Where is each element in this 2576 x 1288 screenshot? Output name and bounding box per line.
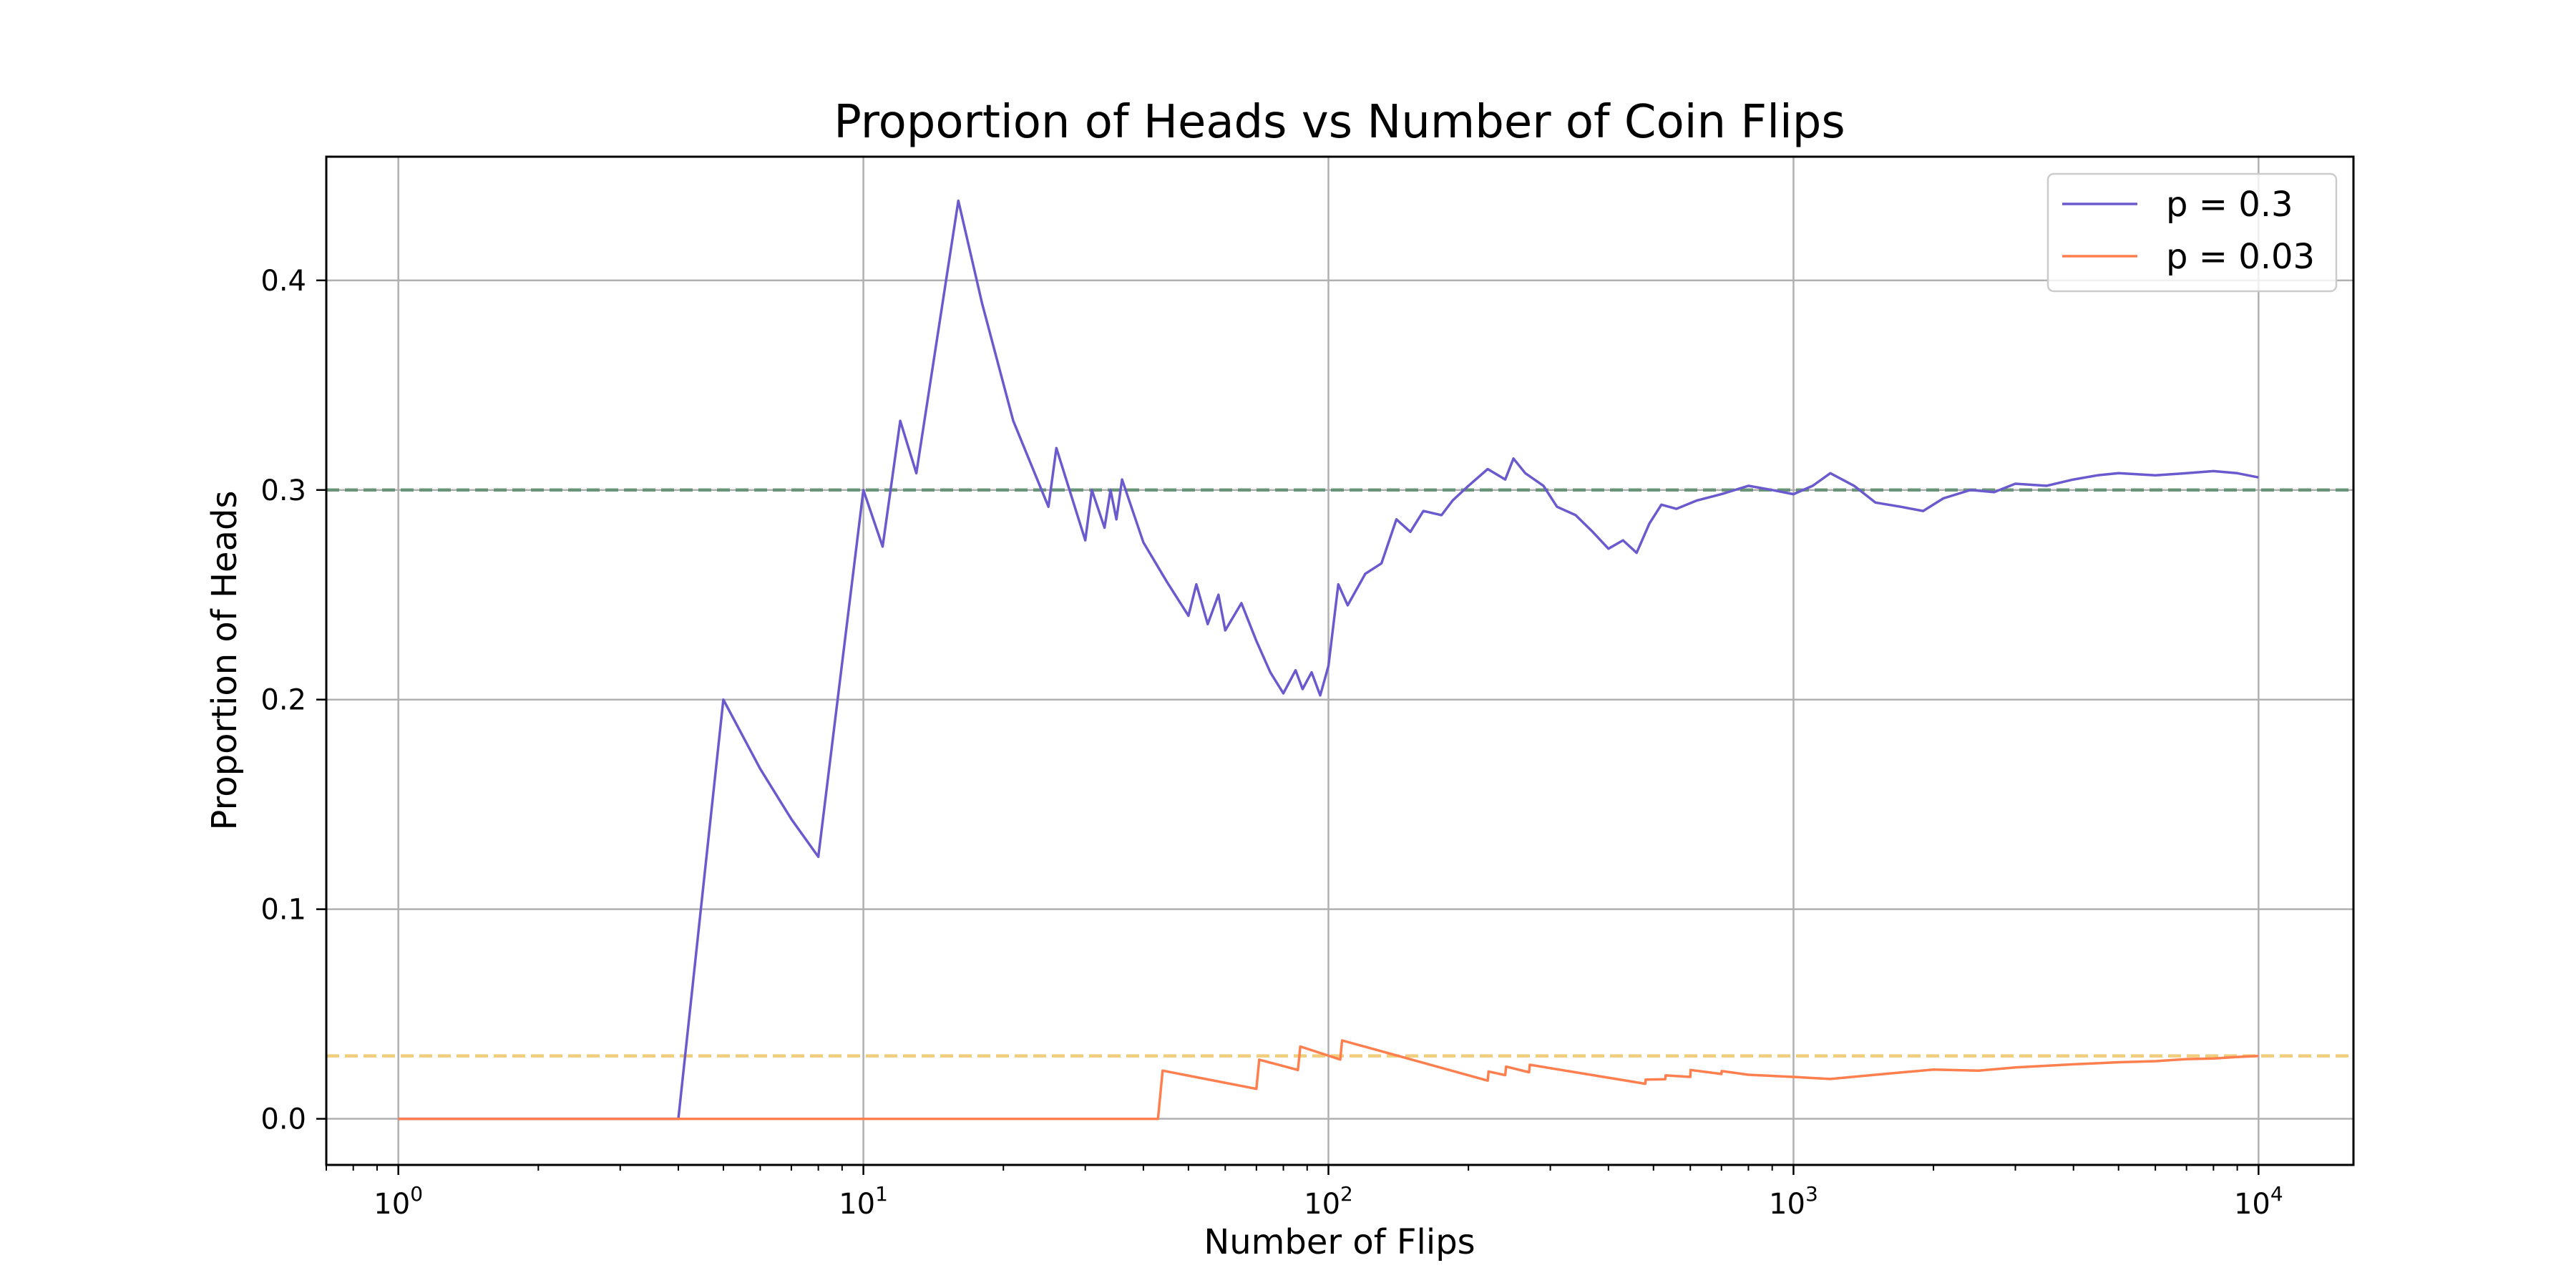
legend-label-p003: p = 0.03 <box>2166 237 2315 277</box>
series-line-0 <box>398 199 2259 1121</box>
y-axis-label: Proportion of Heads <box>205 491 245 831</box>
y-tick-label: 0.4 <box>260 265 306 298</box>
y-axis-ticks: 0.0 0.1 0.2 0.3 0.4 <box>260 265 326 1136</box>
x-tick-label: 102 <box>1304 1182 1353 1221</box>
x-axis-label: Number of Flips <box>1204 1222 1475 1262</box>
y-tick-label: 0.0 <box>260 1103 306 1136</box>
legend-label-p03: p = 0.3 <box>2166 185 2293 225</box>
y-tick-label: 0.3 <box>260 474 306 507</box>
x-axis-ticks: 100 101 102 103 104 <box>326 1165 2283 1221</box>
series-layer <box>398 199 2259 1121</box>
chart-title: Proportion of Heads vs Number of Coin Fl… <box>834 96 1845 149</box>
series-line-1 <box>398 1039 2259 1121</box>
x-tick-label: 103 <box>1769 1182 1818 1221</box>
y-tick-label: 0.1 <box>260 894 306 927</box>
grid-layer <box>326 157 2353 1165</box>
x-tick-label: 101 <box>839 1182 888 1221</box>
plot-frame <box>325 155 2355 1166</box>
x-tick-label: 104 <box>2234 1182 2283 1221</box>
y-tick-label: 0.2 <box>260 684 306 717</box>
x-tick-label: 100 <box>374 1182 423 1221</box>
reference-lines <box>326 488 2353 1058</box>
legend: p = 0.3 p = 0.03 <box>2046 172 2338 293</box>
